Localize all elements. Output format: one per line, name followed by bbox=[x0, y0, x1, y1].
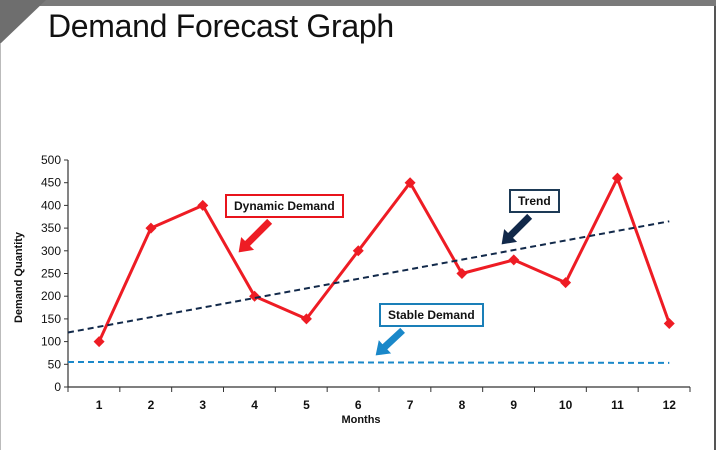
dynamic-point bbox=[249, 290, 261, 302]
y-axis-title: Demand Quantity bbox=[13, 231, 25, 323]
x-tick-label: 9 bbox=[510, 398, 517, 412]
dynamic-point bbox=[352, 245, 364, 257]
dynamic-point bbox=[508, 254, 520, 266]
y-tick-label: 300 bbox=[41, 244, 61, 258]
y-tick-label: 250 bbox=[41, 267, 61, 281]
dynamic-point bbox=[404, 177, 416, 189]
dynamic-point bbox=[456, 268, 468, 279]
dynamic-point bbox=[93, 336, 105, 348]
x-tick-label: 8 bbox=[459, 398, 466, 412]
y-tick-label: 50 bbox=[48, 357, 62, 371]
x-tick-label: 7 bbox=[407, 398, 414, 412]
dynamic-line bbox=[97, 176, 671, 343]
x-tick-label: 4 bbox=[251, 398, 258, 412]
x-axis-title: Months bbox=[341, 414, 380, 426]
x-tick-label: 10 bbox=[559, 398, 573, 412]
callout-stable-demand: Stable Demand bbox=[379, 303, 484, 327]
x-tick-label: 3 bbox=[199, 398, 206, 412]
stable-arrow bbox=[374, 326, 407, 357]
y-tick-label: 350 bbox=[41, 221, 61, 235]
y-tick-label: 200 bbox=[41, 289, 61, 303]
x-tick-label: 6 bbox=[355, 398, 362, 412]
dynamic-point bbox=[560, 277, 572, 289]
y-tick-label: 450 bbox=[41, 176, 61, 190]
dynamic-arrow bbox=[237, 217, 274, 254]
x-tick-label: 11 bbox=[611, 398, 624, 412]
callout-arrows bbox=[237, 212, 534, 357]
header-band bbox=[0, 0, 716, 6]
callout-dynamic-demand: Dynamic Demand bbox=[225, 194, 344, 218]
series-layer bbox=[67, 172, 675, 364]
slide-left-edge bbox=[0, 44, 1, 450]
y-tick-label: 100 bbox=[41, 335, 61, 349]
y-tick-label: 0 bbox=[54, 380, 61, 394]
dynamic-point bbox=[145, 222, 157, 234]
y-tick-label: 400 bbox=[41, 198, 61, 212]
y-tick-label: 150 bbox=[41, 312, 61, 326]
y-tick-label: 500 bbox=[41, 153, 61, 167]
dynamic-point bbox=[663, 317, 675, 329]
slide-right-edge bbox=[714, 6, 716, 450]
x-tick-label: 2 bbox=[148, 398, 155, 412]
stable-line bbox=[67, 361, 670, 364]
trend-line bbox=[67, 220, 670, 334]
x-tick-label: 1 bbox=[96, 398, 103, 412]
dynamic-point bbox=[611, 172, 623, 184]
callout-trend: Trend bbox=[509, 189, 560, 213]
dynamic-point bbox=[300, 313, 312, 325]
x-tick-label: 12 bbox=[663, 398, 677, 412]
dynamic-point bbox=[197, 199, 209, 211]
x-tick-label: 5 bbox=[303, 398, 310, 412]
page-title: Demand Forecast Graph bbox=[48, 8, 394, 44]
trend-arrow bbox=[500, 212, 534, 246]
